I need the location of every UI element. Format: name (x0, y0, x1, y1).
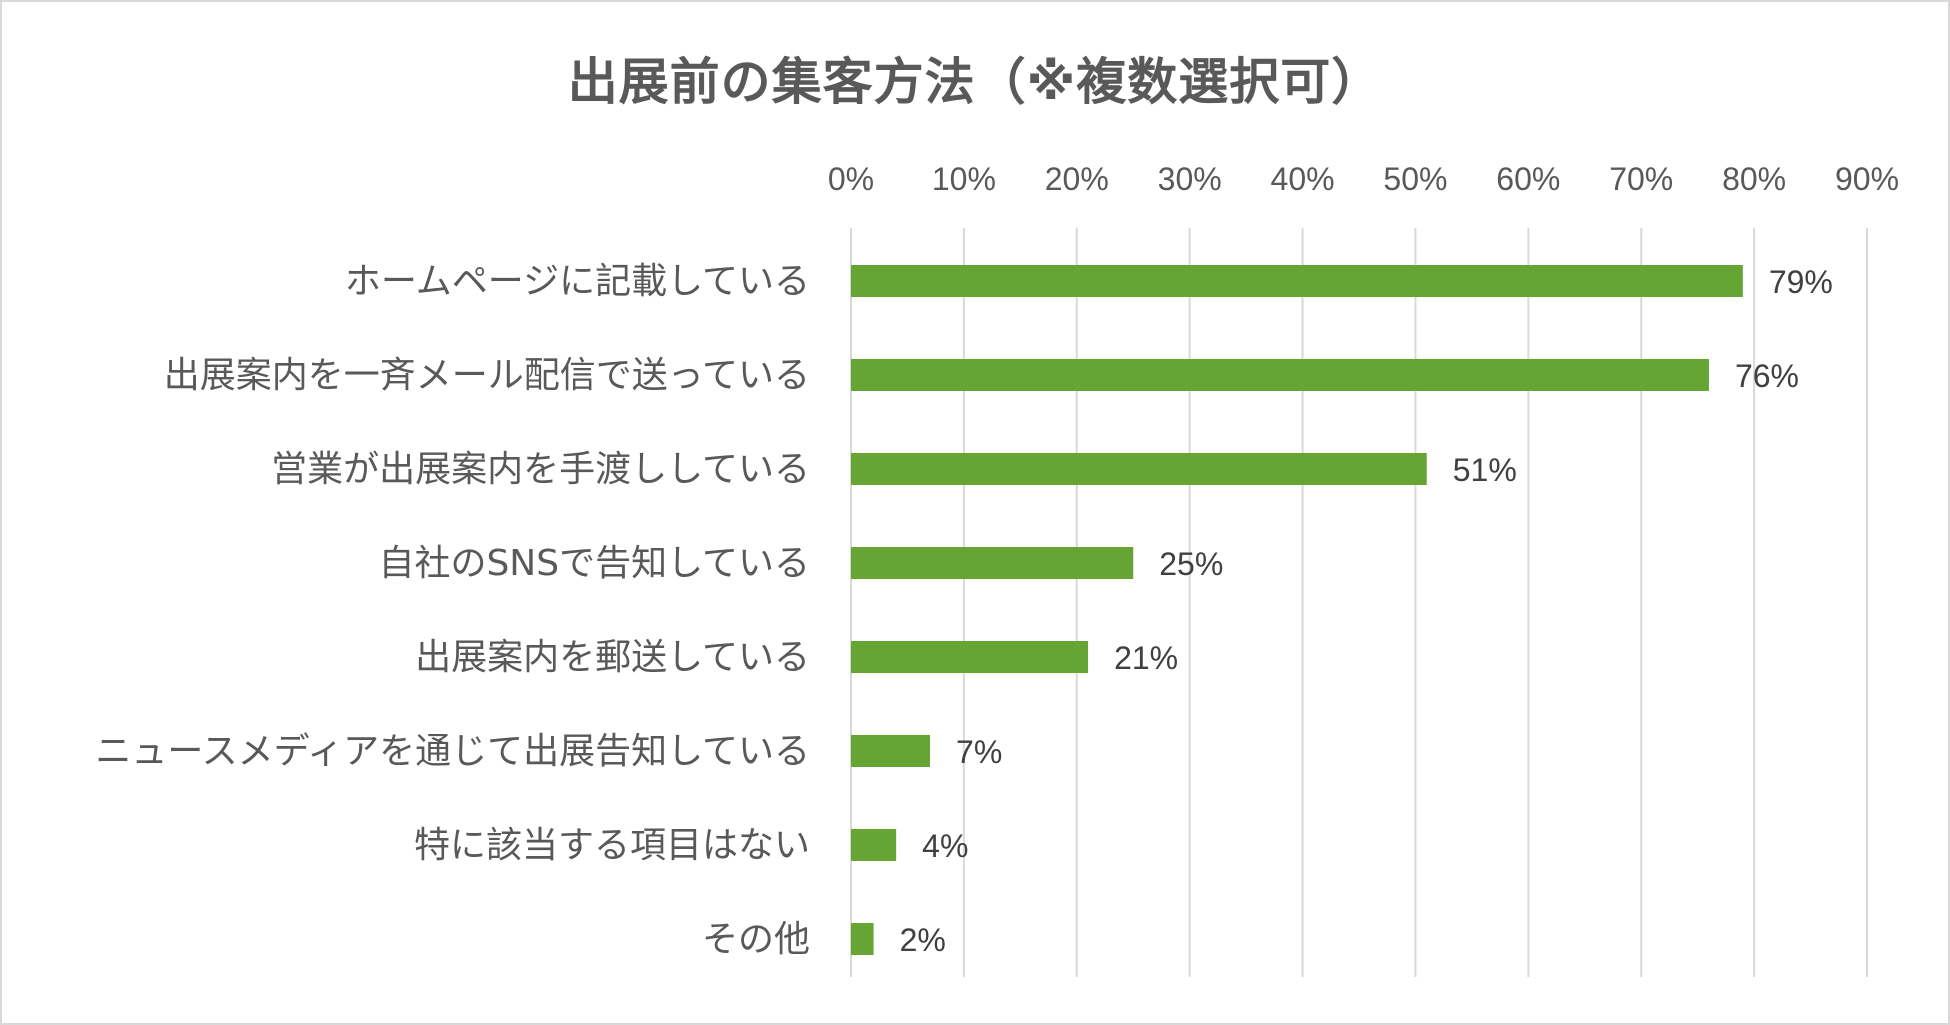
data-label: 76% (1735, 358, 1799, 394)
category-label: ホームページに記載している (345, 261, 810, 302)
bar (851, 547, 1134, 579)
x-tick-label: 20% (1045, 161, 1109, 197)
bar (851, 735, 931, 767)
chart-title: 出展前の集客方法（※複数選択可） (567, 53, 1383, 111)
bar (851, 923, 874, 955)
category-label: 営業が出展案内を手渡ししている (271, 449, 810, 490)
x-tick-label: 10% (932, 161, 996, 197)
data-label: 7% (956, 734, 1002, 770)
x-tick-label: 30% (1158, 161, 1222, 197)
category-label: その他 (702, 919, 810, 960)
bar (851, 829, 897, 861)
bar (851, 453, 1427, 485)
x-tick-label: 60% (1496, 161, 1560, 197)
category-label: 出展案内を一斉メール配信で送っている (164, 355, 810, 396)
category-label: 出展案内を郵送している (415, 637, 810, 678)
category-label: 特に該当する項目はない (414, 825, 810, 866)
x-tick-label: 0% (828, 161, 874, 197)
category-label: ニュースメディアを通じて出展告知している (95, 731, 810, 772)
data-label: 25% (1159, 546, 1223, 582)
data-label: 79% (1769, 264, 1833, 300)
x-tick-label: 40% (1271, 161, 1335, 197)
bar (851, 641, 1089, 673)
x-tick-label: 80% (1722, 161, 1786, 197)
data-label: 51% (1453, 452, 1517, 488)
x-tick-label: 50% (1383, 161, 1447, 197)
data-label: 2% (900, 922, 946, 958)
bar (851, 359, 1709, 391)
x-tick-label: 70% (1609, 161, 1673, 197)
bar (851, 265, 1743, 297)
data-label: 21% (1114, 640, 1178, 676)
data-label: 4% (922, 828, 968, 864)
category-label: 自社のSNSで告知している (378, 543, 810, 584)
x-tick-label: 90% (1835, 161, 1899, 197)
